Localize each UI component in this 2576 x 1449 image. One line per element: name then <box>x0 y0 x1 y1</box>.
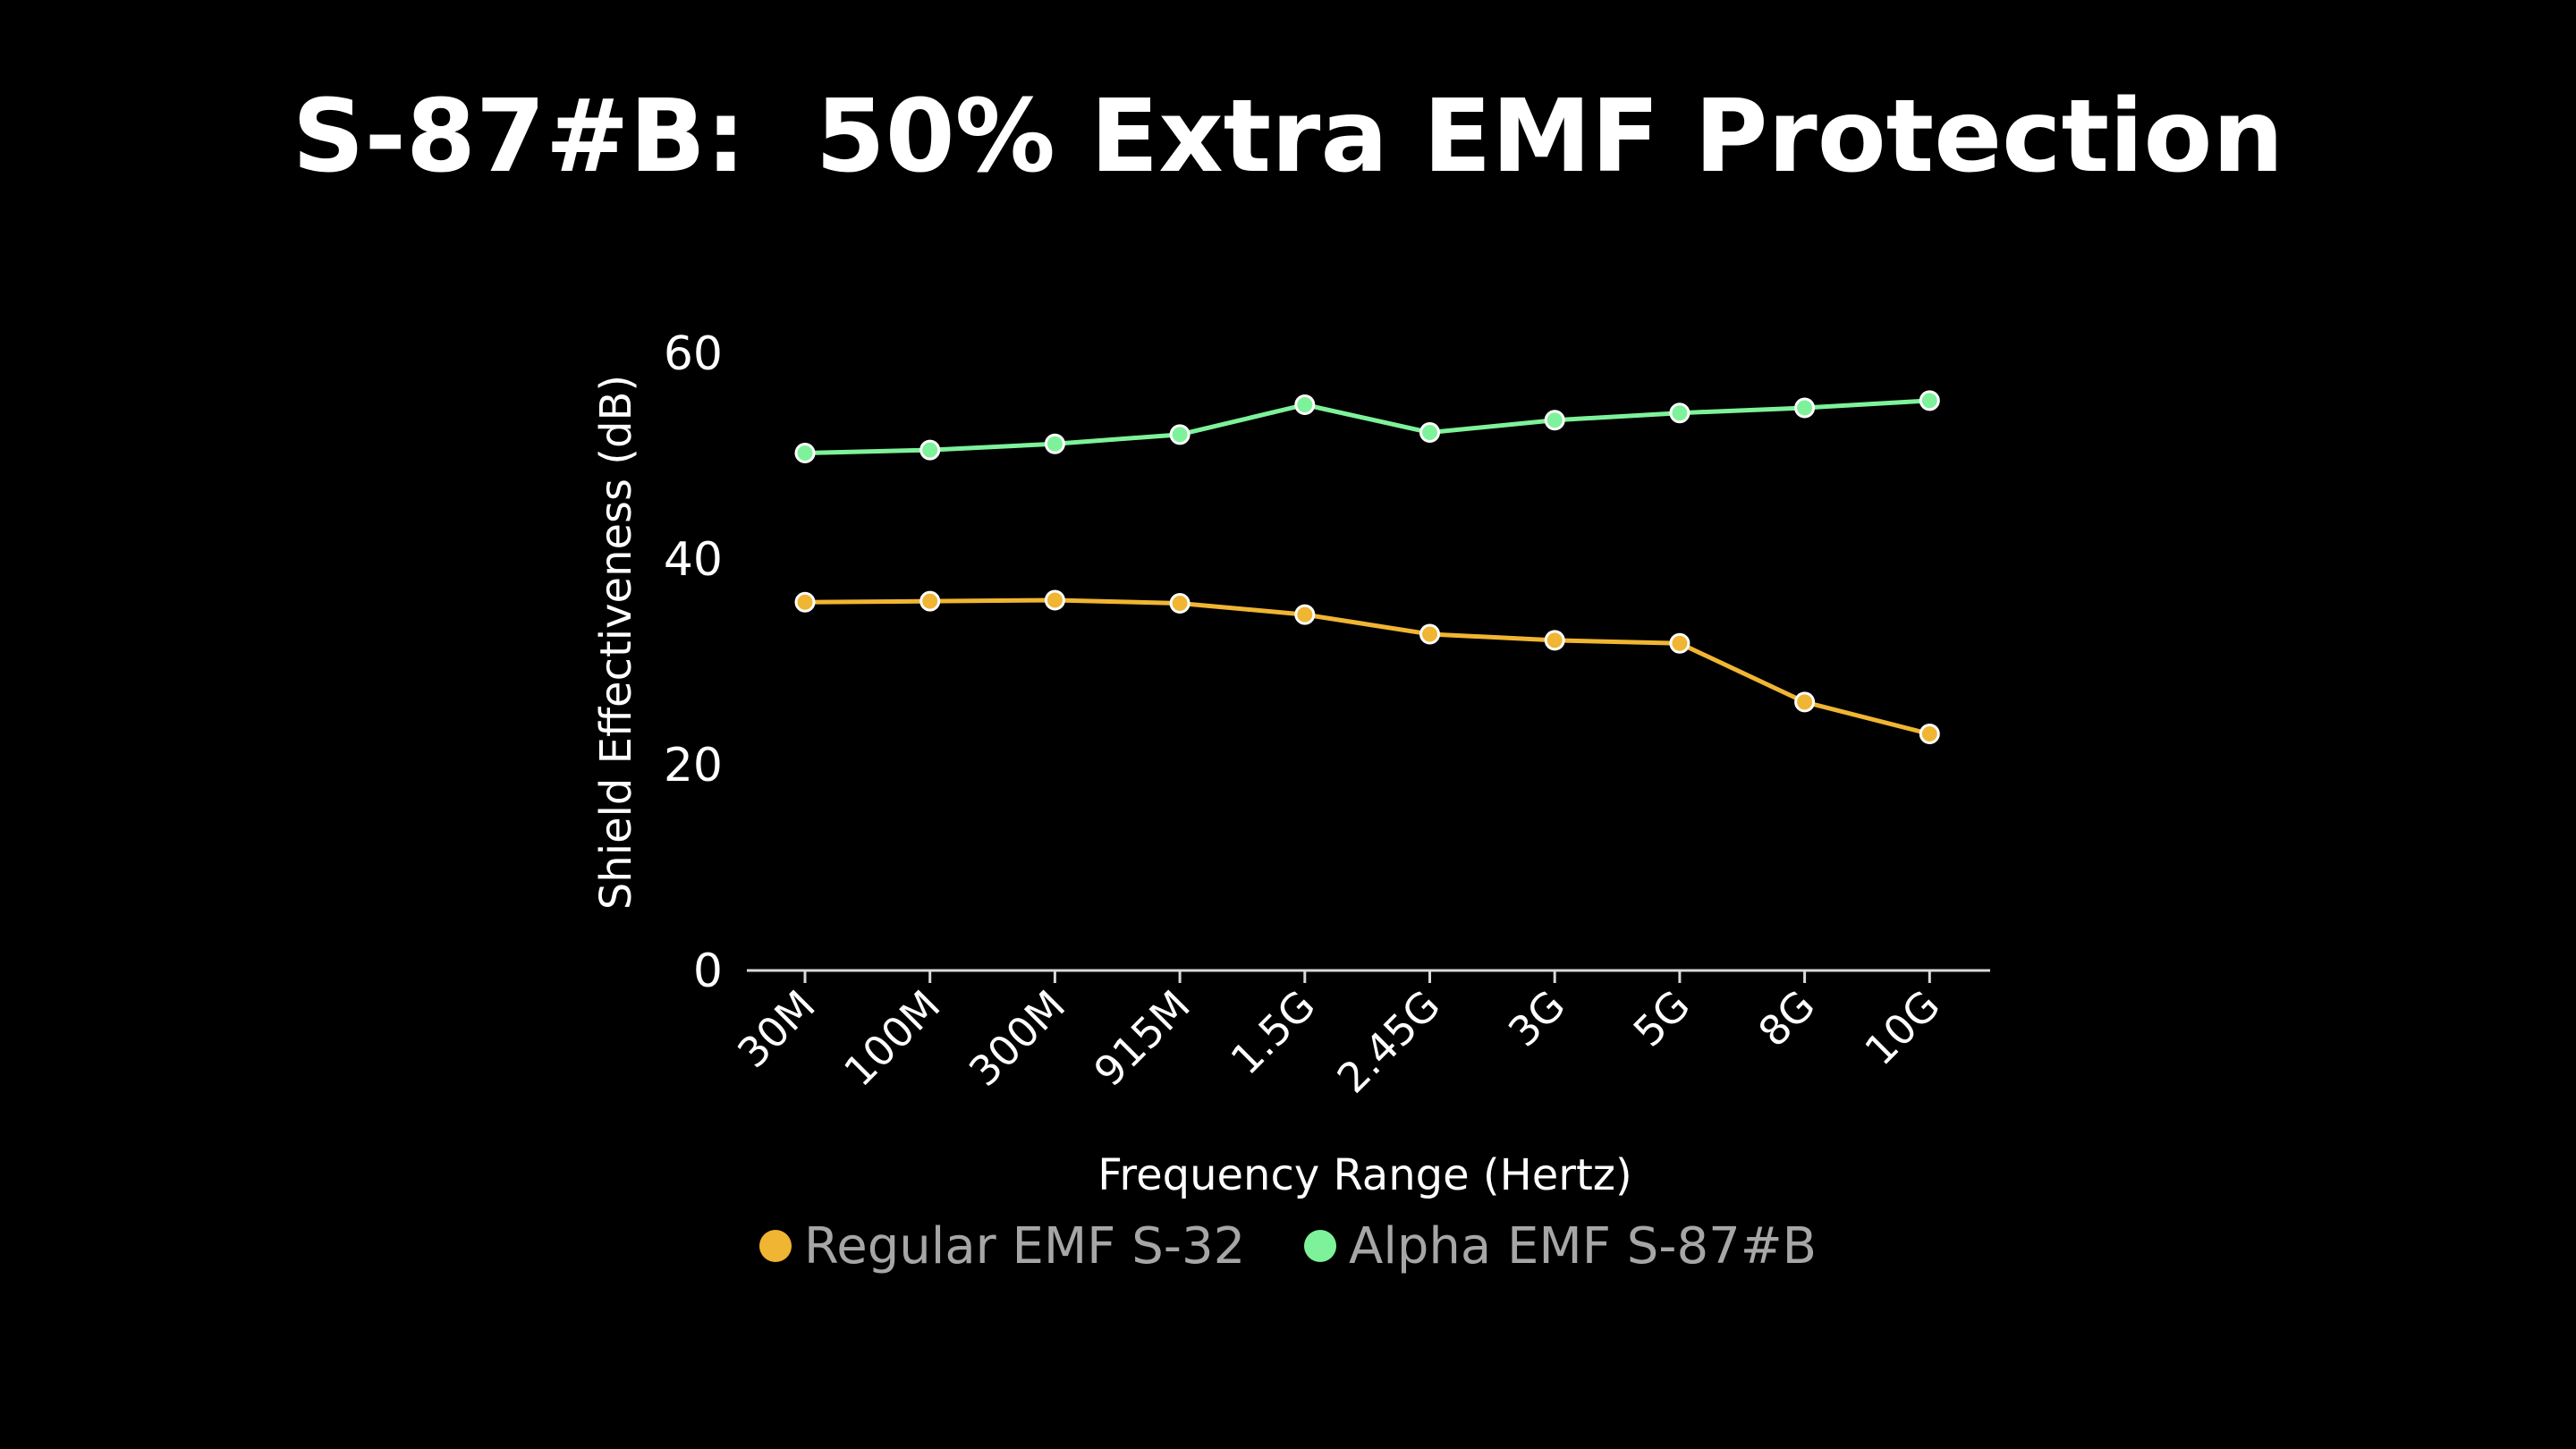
data-point <box>1669 632 1690 654</box>
data-point <box>1669 402 1690 424</box>
data-point <box>1169 424 1191 445</box>
data-point <box>1919 724 1940 744</box>
data-point <box>919 590 941 612</box>
data-point <box>1419 623 1440 645</box>
series-points <box>794 390 1940 744</box>
series-line-1 <box>804 398 1930 456</box>
x-tick-label: 5G <box>1624 981 1699 1056</box>
series-lines <box>804 398 1930 736</box>
y-axis-ticks: 0 20 40 60 <box>664 327 723 998</box>
x-axis-title: Frequency Range (Hertz) <box>1097 1150 1631 1200</box>
y-tick-label: 40 <box>664 533 723 587</box>
x-axis-ticks: 30M 100M 300M 915M 1.5G 2.45G 3G 5G 8G 10G <box>728 970 1949 1102</box>
x-tick-label: 8G <box>1749 981 1824 1056</box>
y-tick-label: 20 <box>664 739 723 792</box>
x-tick-label: 2.45G <box>1327 981 1449 1103</box>
data-point <box>1919 390 1940 411</box>
x-tick-label: 3G <box>1499 981 1574 1056</box>
data-point <box>1544 630 1565 651</box>
legend: Regular EMF S-32 Alpha EMF S-87#B <box>0 1216 2576 1275</box>
legend-dot-alpha <box>1304 1230 1337 1262</box>
data-point <box>1044 589 1065 611</box>
x-tick-label: 100M <box>835 981 949 1096</box>
data-point <box>1419 422 1440 444</box>
x-tick-label: 1.5G <box>1221 981 1324 1084</box>
legend-dot-regular <box>758 1230 792 1262</box>
x-tick-label: 10G <box>1855 981 1949 1075</box>
data-point <box>1794 397 1816 419</box>
x-tick-label: 300M <box>960 981 1074 1096</box>
data-point <box>1294 604 1316 625</box>
legend-item-alpha: Alpha EMF S-87#B <box>1304 1217 1817 1275</box>
data-point <box>1544 410 1565 431</box>
data-point <box>1044 433 1065 454</box>
data-point <box>1169 592 1191 614</box>
x-tick-label: 30M <box>728 981 825 1078</box>
data-point <box>1794 691 1816 713</box>
data-point <box>794 443 816 464</box>
series-line-0 <box>804 597 1930 736</box>
y-axis-title: Shield Effectiveness (dB) <box>591 375 641 910</box>
data-point <box>1294 394 1316 415</box>
legend-label-regular: Regular EMF S-32 <box>803 1216 1246 1275</box>
legend-item-regular: Regular EMF S-32 <box>758 1216 1246 1275</box>
y-tick-label: 60 <box>664 327 723 381</box>
data-point <box>919 439 941 461</box>
x-tick-label: 915M <box>1085 981 1199 1096</box>
data-point <box>794 591 816 613</box>
y-tick-label: 0 <box>693 945 723 998</box>
page-title: S-87#B: 50% Extra EMF Protection <box>292 79 2284 195</box>
legend-label-alpha: Alpha EMF S-87#B <box>1349 1216 1818 1275</box>
